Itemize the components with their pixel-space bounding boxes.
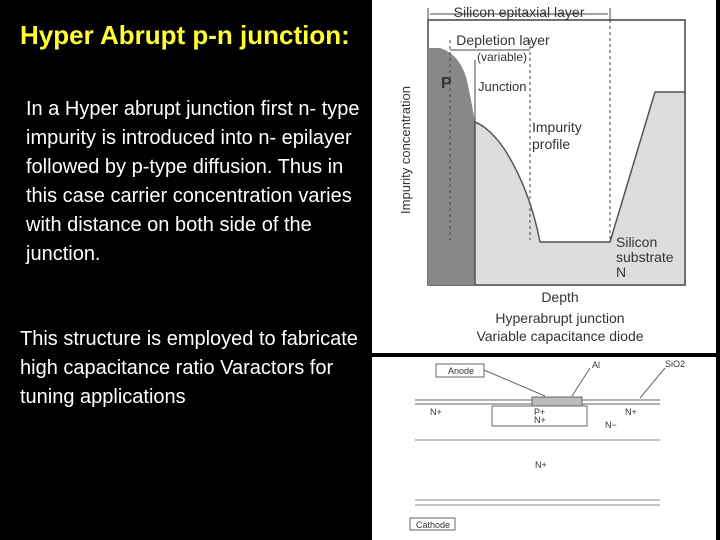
label: N+: [535, 460, 547, 470]
paragraph: This structure is employed to fabricate …: [20, 328, 358, 408]
leader: [483, 369, 546, 397]
p-region: [428, 48, 475, 285]
leader: [571, 367, 591, 397]
leader: [639, 367, 666, 399]
label: substrate: [616, 249, 674, 265]
label: N+: [534, 415, 546, 425]
figure-background: [372, 357, 716, 540]
label: Cathode: [416, 520, 450, 530]
caption: Hyperabrupt junction: [495, 310, 624, 326]
label: Silicon: [616, 234, 657, 250]
label: Al: [592, 360, 600, 370]
label: N+: [430, 407, 442, 417]
label: (variable): [477, 50, 527, 64]
metal: [531, 396, 583, 407]
label: Impurity: [532, 119, 582, 135]
label: SiO2: [665, 359, 685, 369]
label: profile: [532, 136, 570, 152]
label: N−: [605, 420, 617, 430]
p-well: [491, 405, 588, 427]
slide-title: Hyper Abrupt p-n junction:: [20, 20, 350, 50]
label: Depletion layer: [456, 32, 550, 48]
caption: Variable capacitance diode: [476, 328, 643, 344]
label: N+: [625, 407, 637, 417]
label: Junction: [478, 79, 526, 94]
x-axis-label: Depth: [541, 289, 578, 305]
label: Anode: [448, 366, 474, 376]
paragraph: In a Hyper abrupt junction first n- type…: [26, 98, 360, 265]
y-axis-label: Impurity concentration: [398, 86, 413, 214]
impurity-profile: [474, 91, 686, 286]
label: Silicon epitaxial layer: [454, 4, 585, 20]
cathode-box: [409, 517, 456, 531]
label: P: [441, 75, 452, 92]
label: P+: [534, 407, 545, 417]
label: N: [616, 264, 626, 280]
